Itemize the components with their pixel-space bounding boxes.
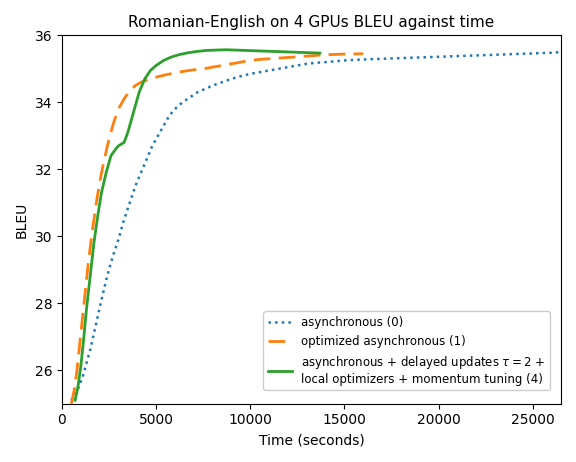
asynchronous + delayed updates $\tau = 2$ +
local optimizers + momentum tuning (4) [160,58,167,63]
asynchronous + delayed updates $\tau = 2$ +
local optimizers + momentum tuning (4) [132,103,139,109]
asynchronous + delayed updates $\tau = 2$ +
local optimizers + momentum tuning (4) [185,50,192,55]
optimized asynchronous (1) [247,58,253,63]
asynchronous + delayed updates $\tau = 2$ +
local optimizers + momentum tuning (4) [94,213,101,219]
asynchronous (0) [194,90,201,95]
optimized asynchronous (1) [71,388,78,393]
optimized asynchronous (1) [132,83,139,88]
asynchronous (0) [256,69,263,75]
asynchronous (0) [154,133,161,139]
asynchronous + delayed updates $\tau = 2$ +
local optimizers + momentum tuning (4) [74,384,81,390]
asynchronous + delayed updates $\tau = 2$ +
local optimizers + momentum tuning (4) [128,116,135,122]
optimized asynchronous (1) [79,314,86,319]
optimized asynchronous (1) [285,55,291,60]
asynchronous + delayed updates $\tau = 2$ +
local optimizers + momentum tuning (4) [307,50,314,55]
asynchronous + delayed updates $\tau = 2$ +
local optimizers + momentum tuning (4) [260,49,267,54]
optimized asynchronous (1) [145,77,152,82]
Line: asynchronous (0): asynchronous (0) [71,52,561,401]
asynchronous + delayed updates $\tau = 2$ +
local optimizers + momentum tuning (4) [115,143,122,149]
asynchronous + delayed updates $\tau = 2$ +
local optimizers + momentum tuning (4) [203,48,210,53]
asynchronous + delayed updates $\tau = 2$ +
local optimizers + momentum tuning (4) [118,141,124,147]
asynchronous (0) [83,361,90,366]
optimized asynchronous (1) [126,88,133,93]
optimized asynchronous (1) [89,230,96,236]
asynchronous + delayed updates $\tau = 2$ +
local optimizers + momentum tuning (4) [153,63,160,68]
asynchronous (0) [68,398,75,403]
asynchronous (0) [558,49,564,55]
optimized asynchronous (1) [138,79,145,85]
asynchronous + delayed updates $\tau = 2$ +
local optimizers + momentum tuning (4) [316,50,323,56]
asynchronous + delayed updates $\tau = 2$ +
local optimizers + momentum tuning (4) [194,49,201,54]
asynchronous (0) [275,66,282,72]
optimized asynchronous (1) [172,70,179,76]
optimized asynchronous (1) [181,68,188,74]
optimized asynchronous (1) [209,64,216,70]
optimized asynchronous (1) [256,57,263,62]
optimized asynchronous (1) [162,72,169,78]
optimized asynchronous (1) [360,51,367,56]
asynchronous + delayed updates $\tau = 2$ +
local optimizers + momentum tuning (4) [87,274,94,279]
asynchronous + delayed updates $\tau = 2$ +
local optimizers + momentum tuning (4) [98,190,105,195]
asynchronous + delayed updates $\tau = 2$ +
local optimizers + momentum tuning (4) [270,49,276,54]
optimized asynchronous (1) [313,53,320,58]
optimized asynchronous (1) [120,96,127,102]
optimized asynchronous (1) [105,136,112,142]
asynchronous + delayed updates $\tau = 2$ +
local optimizers + momentum tuning (4) [175,52,182,58]
asynchronous + delayed updates $\tau = 2$ +
local optimizers + momentum tuning (4) [251,48,257,54]
asynchronous + delayed updates $\tau = 2$ +
local optimizers + momentum tuning (4) [83,307,90,313]
optimized asynchronous (1) [275,55,282,61]
asynchronous + delayed updates $\tau = 2$ +
local optimizers + momentum tuning (4) [298,49,305,55]
optimized asynchronous (1) [85,260,92,266]
asynchronous + delayed updates $\tau = 2$ +
local optimizers + momentum tuning (4) [213,47,220,53]
asynchronous + delayed updates $\tau = 2$ +
local optimizers + momentum tuning (4) [241,48,248,53]
optimized asynchronous (1) [82,287,89,292]
Legend: asynchronous (0), optimized asynchronous (1), asynchronous + delayed updates $\t: asynchronous (0), optimized asynchronous… [263,311,550,390]
asynchronous + delayed updates $\tau = 2$ +
local optimizers + momentum tuning (4) [279,49,286,55]
asynchronous + delayed updates $\tau = 2$ +
local optimizers + momentum tuning (4) [120,140,127,145]
asynchronous (0) [492,52,499,58]
asynchronous + delayed updates $\tau = 2$ +
local optimizers + momentum tuning (4) [232,47,238,53]
asynchronous + delayed updates $\tau = 2$ +
local optimizers + momentum tuning (4) [124,130,131,135]
optimized asynchronous (1) [110,120,117,125]
optimized asynchronous (1) [92,203,99,209]
asynchronous + delayed updates $\tau = 2$ +
local optimizers + momentum tuning (4) [103,170,109,176]
optimized asynchronous (1) [266,56,272,61]
optimized asynchronous (1) [68,401,75,407]
Line: optimized asynchronous (1): optimized asynchronous (1) [71,54,363,404]
optimized asynchronous (1) [341,51,348,57]
asynchronous + delayed updates $\tau = 2$ +
local optimizers + momentum tuning (4) [80,337,87,343]
optimized asynchronous (1) [77,340,84,346]
asynchronous + delayed updates $\tau = 2$ +
local optimizers + momentum tuning (4) [90,240,97,246]
optimized asynchronous (1) [228,61,235,67]
optimized asynchronous (1) [218,63,225,68]
asynchronous + delayed updates $\tau = 2$ +
local optimizers + momentum tuning (4) [136,90,143,95]
optimized asynchronous (1) [322,52,329,58]
asynchronous + delayed updates $\tau = 2$ +
local optimizers + momentum tuning (4) [112,146,119,152]
optimized asynchronous (1) [115,106,122,112]
optimized asynchronous (1) [190,67,197,73]
asynchronous + delayed updates $\tau = 2$ +
local optimizers + momentum tuning (4) [288,49,295,55]
optimized asynchronous (1) [101,157,108,162]
asynchronous + delayed updates $\tau = 2$ +
local optimizers + momentum tuning (4) [147,68,154,73]
asynchronous + delayed updates $\tau = 2$ +
local optimizers + momentum tuning (4) [77,364,84,370]
optimized asynchronous (1) [153,74,160,80]
asynchronous + delayed updates $\tau = 2$ +
local optimizers + momentum tuning (4) [222,47,229,53]
optimized asynchronous (1) [74,367,81,373]
asynchronous + delayed updates $\tau = 2$ +
local optimizers + momentum tuning (4) [107,153,114,158]
asynchronous + delayed updates $\tau = 2$ +
local optimizers + momentum tuning (4) [168,55,175,60]
asynchronous + delayed updates $\tau = 2$ +
local optimizers + momentum tuning (4) [71,398,78,403]
asynchronous + delayed updates $\tau = 2$ +
local optimizers + momentum tuning (4) [141,76,148,82]
optimized asynchronous (1) [294,54,301,60]
optimized asynchronous (1) [96,180,103,185]
optimized asynchronous (1) [200,66,207,72]
Line: asynchronous + delayed updates $\tau = 2$ +
local optimizers + momentum tuning (4): asynchronous + delayed updates $\tau = 2… [75,50,320,401]
X-axis label: Time (seconds): Time (seconds) [259,433,365,447]
Y-axis label: BLEU: BLEU [15,201,29,237]
optimized asynchronous (1) [237,59,244,65]
Title: Romanian-English on 4 GPUs BLEU against time: Romanian-English on 4 GPUs BLEU against … [128,15,495,30]
optimized asynchronous (1) [304,53,310,59]
